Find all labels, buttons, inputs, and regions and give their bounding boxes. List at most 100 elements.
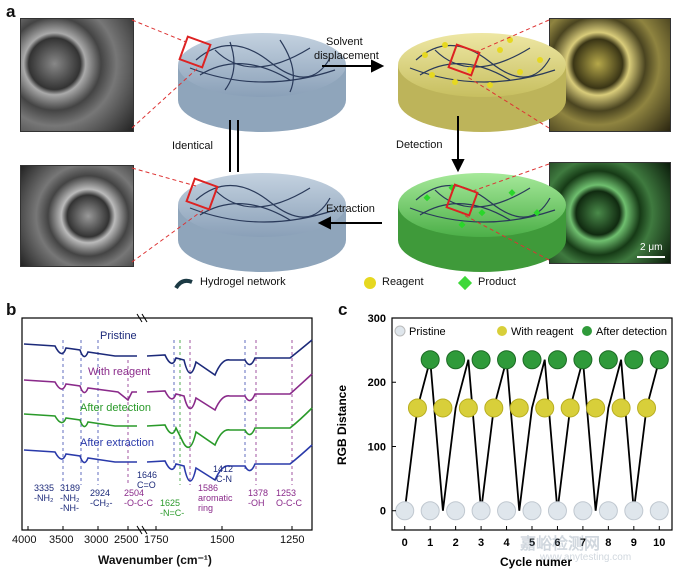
c-xtick-1: 1 (427, 537, 433, 549)
peak-3189: 3189 -NH₂ -NH- (60, 483, 81, 513)
c-xtick-0: 0 (402, 537, 408, 549)
disc-extraction (178, 173, 346, 272)
watermark-text-2: www.anytesting.com (540, 552, 632, 563)
legend-detection: After detection (596, 326, 667, 338)
disc-product (398, 173, 566, 272)
b-xlabel: Wavenumber (cm⁻¹) (98, 553, 212, 567)
sem-image-reagent (549, 18, 671, 132)
point-pristine-7 (573, 501, 593, 521)
point-pristine-9 (624, 501, 644, 521)
spectrum-after-extraction (23, 444, 313, 482)
point-with-reagent-3 (484, 398, 504, 418)
point-after-detection-2 (471, 350, 491, 370)
arrow-label-solvent-2: displacement (314, 50, 379, 62)
c-ylabel: RGB Distance (335, 385, 349, 465)
peak-1253: 1253 O-C-C (276, 488, 302, 508)
point-with-reagent-6 (560, 398, 580, 418)
c-xtick-8: 8 (605, 537, 611, 549)
point-after-detection-4 (522, 350, 542, 370)
c-xtick-4: 4 (503, 537, 510, 549)
disc-reagent (398, 33, 566, 132)
point-after-detection-0 (420, 350, 440, 370)
point-after-detection-8 (624, 350, 644, 370)
b-xtick-1500: 1500 (210, 534, 235, 546)
point-pristine-10 (649, 501, 669, 521)
ftir-spectra (21, 313, 313, 535)
curve-label-pristine: Pristine (100, 330, 137, 342)
point-pristine-8 (598, 501, 618, 521)
legend-reagent: With reagent (511, 326, 573, 338)
peak-3335: 3335 -NH₂ (34, 483, 55, 503)
b-xtick-1250: 1250 (280, 534, 305, 546)
point-pristine-4 (497, 501, 517, 521)
c-ytick-200: 200 (368, 377, 386, 389)
cycle-zigzag-line (403, 359, 661, 511)
point-with-reagent-7 (586, 398, 606, 418)
disc-pristine (178, 33, 346, 132)
plot-frame (391, 317, 673, 531)
spectrum-after-detection (23, 407, 313, 449)
panel-a-diagram (131, 19, 566, 291)
c-xlabel: Cycle numer (500, 555, 572, 569)
c-xtick-7: 7 (580, 537, 586, 549)
c-ytick-100: 100 (368, 441, 386, 453)
point-after-detection-7 (598, 350, 618, 370)
legend-reagent-marker (497, 326, 507, 336)
arrow-label-extraction: Extraction (326, 203, 375, 215)
legend-pristine-marker (394, 325, 406, 337)
c-xtick-6: 6 (554, 537, 560, 549)
point-with-reagent-4 (509, 398, 529, 418)
panel-c-letter: c (338, 300, 348, 319)
sem-image-pristine (20, 18, 134, 132)
point-after-detection-1 (446, 350, 466, 370)
scale-bar-label: 2 μm (640, 242, 663, 253)
point-pristine-2 (446, 501, 466, 521)
point-pristine-5 (522, 501, 542, 521)
scale-bar (637, 256, 665, 258)
arrow-label-solvent-1: Solvent (326, 36, 363, 48)
point-pristine-0 (395, 501, 415, 521)
point-with-reagent-2 (458, 398, 478, 418)
point-after-detection-9 (649, 350, 669, 370)
c-xtick-9: 9 (631, 537, 637, 549)
legend-reagent: Reagent (382, 276, 424, 288)
curve-label-with-reagent: With reagent (88, 366, 151, 378)
legend-pristine: Pristine (409, 326, 446, 338)
b-xtick-1750: 1750 (144, 534, 169, 546)
point-with-reagent-8 (611, 398, 631, 418)
point-pristine-6 (547, 501, 567, 521)
curve-label-after-detection: After detection (80, 402, 151, 414)
watermark-text-1: 嘉峪检测网 (520, 536, 601, 553)
peak-1378: 1378 -OH (248, 488, 269, 508)
peak-1646: 1646 C=O (137, 470, 158, 490)
point-with-reagent-5 (535, 398, 555, 418)
rgb-distance-chart: 0 100 200 300 0 1 2 3 4 5 6 7 8 9 10 Pristine With rea… (335, 313, 673, 569)
point-with-reagent-1 (433, 398, 453, 418)
peak-2504: 2504 -O-C-C (124, 488, 153, 508)
spectrum-pristine (23, 339, 313, 377)
curve-label-after-extraction: After extraction (80, 437, 154, 449)
c-xtick-3: 3 (478, 537, 484, 549)
c-xtick-5: 5 (529, 537, 535, 549)
point-with-reagent-0 (407, 398, 427, 418)
peak-1586: 1586 aromatic ring (198, 483, 233, 513)
point-after-detection-6 (573, 350, 593, 370)
peak-1412: 1412 -C-N (213, 464, 234, 484)
legend-product: Product (478, 276, 516, 288)
point-pristine-3 (471, 501, 491, 521)
point-after-detection-5 (547, 350, 567, 370)
panel-b-letter: b (6, 300, 17, 319)
arrow-label-identical: Identical (172, 140, 213, 152)
b-xtick-3000: 3000 (84, 534, 109, 546)
spectrum-with-reagent (23, 373, 313, 412)
c-ytick-300: 300 (368, 313, 386, 325)
c-ytick-0: 0 (380, 506, 386, 518)
c-xtick-2: 2 (453, 537, 459, 549)
b-xtick-2500: 2500 (114, 534, 139, 546)
legend-detection-marker (582, 326, 592, 336)
point-with-reagent-9 (637, 398, 657, 418)
hydrogel-legend-icon (174, 278, 193, 290)
reagent-legend-icon (364, 277, 376, 289)
arrow-label-detection: Detection (396, 139, 443, 151)
peak-1625: 1625 -N=C- (160, 498, 185, 518)
